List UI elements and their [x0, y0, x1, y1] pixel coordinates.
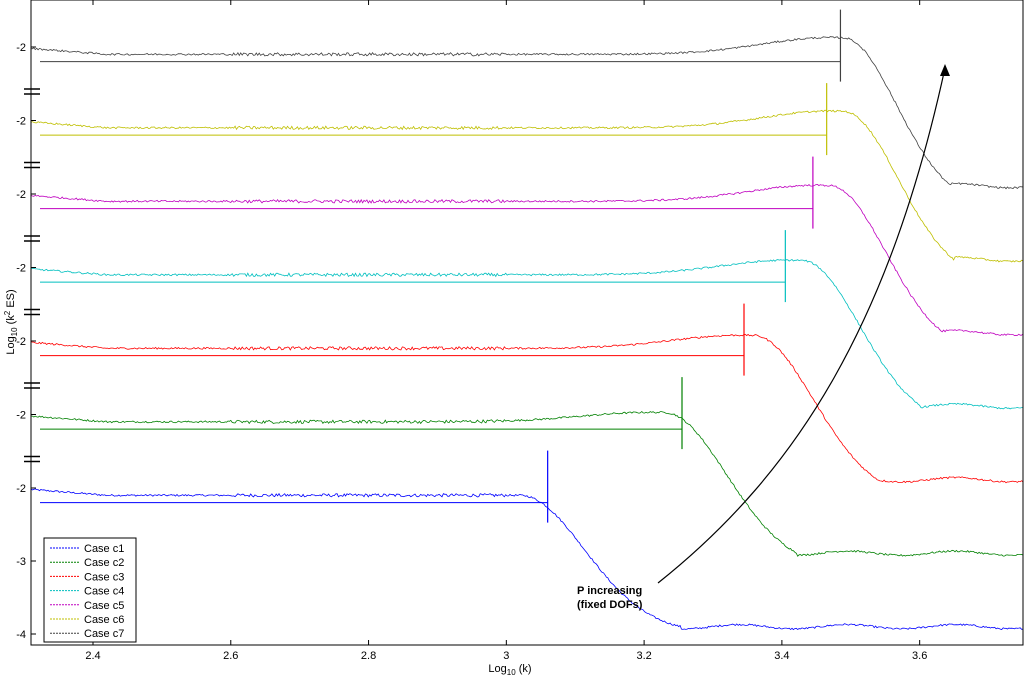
series-line-c5 [30, 183, 1024, 337]
legend-label-c7: Case c7 [84, 628, 124, 640]
x-tick-label: 3.4 [774, 650, 789, 662]
y-tick-label: -4 [16, 629, 26, 641]
annotation-arrow [657, 67, 946, 584]
y-tick-label: -2 [16, 263, 26, 275]
y-ticks: -2 -2 -2 -2 -2 -2 -2 -3 -4 [16, 42, 40, 641]
legend-label-c1: Case c1 [84, 543, 124, 555]
y-tick-label: -2 [16, 336, 26, 348]
cutoff-layer [40, 9, 842, 523]
series-line-c6 [30, 109, 1024, 263]
legend-box [43, 537, 137, 643]
legend: Case c1 Case c2 Case c3 Case c4 Case c5 Case … [43, 537, 137, 643]
y-tick-label: -3 [16, 556, 26, 568]
x-tick-label: 3.2 [636, 650, 651, 662]
legend-label-c5: Case c5 [84, 600, 124, 612]
y-tick-label: -2 [16, 116, 26, 128]
annotation-line-1: P increasing [577, 585, 642, 597]
legend-label-c3: Case c3 [84, 571, 124, 583]
x-tick-label: 2.4 [85, 650, 100, 662]
series-line-c2 [30, 410, 1024, 557]
legend-label-c4: Case c4 [84, 586, 124, 598]
legend-label-c6: Case c6 [84, 614, 124, 626]
annotation-line-2: (fixed DOFs) [577, 599, 643, 611]
plot-frame [30, 0, 1024, 646]
series-line-c4 [30, 259, 1024, 410]
series-line-c7 [30, 36, 1024, 190]
x-tick-label: 3.6 [912, 650, 927, 662]
arrow-head-icon [940, 64, 950, 76]
x-tick-label: 2.6 [223, 650, 238, 662]
annotation: P increasing (fixed DOFs) [577, 64, 950, 611]
axes-layer [30, 0, 1024, 646]
legend-label-c2: Case c2 [84, 557, 124, 569]
y-tick-label: -2 [16, 42, 26, 54]
y-tick-label: -2 [16, 189, 26, 201]
x-axis-label: Log10 (k) [488, 663, 531, 677]
x-tick-label: 2.8 [361, 650, 376, 662]
y-tick-label: -2 [16, 410, 26, 422]
series-line-c1 [30, 488, 1024, 631]
y-axis-label: Log10 (k2 ES) [3, 289, 19, 354]
series-line-c3 [30, 333, 1024, 484]
y-tick-label: -2 [16, 483, 26, 495]
x-tick-label: 3 [503, 650, 509, 662]
series-layer [30, 36, 1024, 631]
x-ticks: 2.4 2.6 2.8 3 3.2 3.4 3.6 [85, 0, 927, 662]
